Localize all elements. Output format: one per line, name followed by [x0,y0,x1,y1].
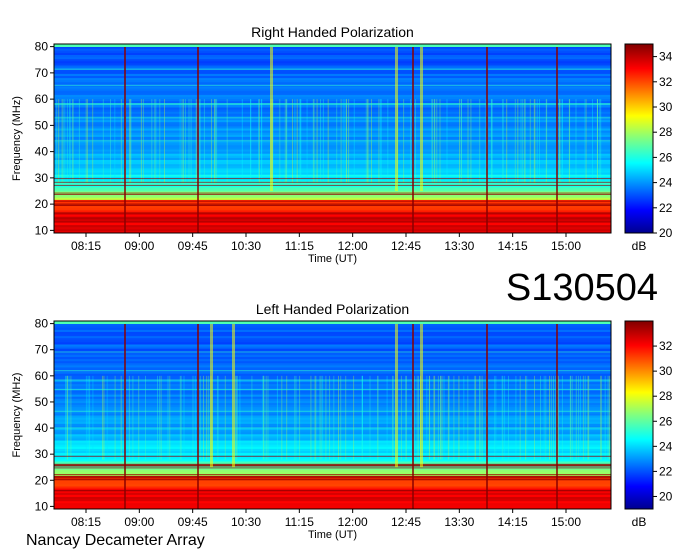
chart-title: Right Handed Polarization [251,24,414,40]
colorbar-unit-label: dB [632,239,647,253]
y-tick-label: 60 [35,92,49,106]
x-tick-label: 12:00 [338,239,368,253]
colorbar-tick-label: 22 [659,464,673,478]
x-tick-label: 10:30 [231,515,261,529]
station-code: S130504 [506,267,658,309]
spectrogram-field [54,44,611,234]
x-axis-label: Time (UT) [308,253,357,265]
x-tick-label: 12:45 [391,515,421,529]
colorbar-tick-label: 24 [659,176,673,190]
panel-1: Right Handed Polarization 10 20 30 40 50 60 70 8… [11,24,673,265]
y-axis-label: Frequency (MHz) [11,373,23,458]
x-tick-label: 15:00 [551,515,581,529]
x-tick-label: 11:15 [285,515,314,529]
x-tick-label: 13:30 [444,515,474,529]
x-tick-label: 12:45 [391,239,421,253]
x-tick-label: 09:45 [178,239,208,253]
colorbar-tick-label: 26 [659,414,673,428]
y-tick-label: 80 [35,317,49,331]
colorbar-tick-label: 28 [659,389,673,403]
colorbar-tick-label: 22 [659,201,673,215]
colorbar-tick-label: 30 [659,364,673,378]
x-tick-label: 09:45 [178,515,208,529]
x-tick-label: 11:15 [285,239,314,253]
x-axis-label: Time (UT) [308,529,357,541]
colorbar-tick-label: 24 [659,439,673,453]
y-tick-label: 40 [35,421,49,435]
x-tick-label: 09:00 [124,515,154,529]
colorbar-tick-label: 34 [659,50,673,64]
colorbar-tick-label: 28 [659,125,673,139]
colorbar [624,320,654,510]
y-tick-label: 40 [35,145,49,159]
x-tick-label: 14:15 [498,515,528,529]
x-tick-label: 13:30 [444,239,474,253]
chart-title: Left Handed Polarization [256,301,409,317]
footer-label: Nancay Decameter Array [26,532,205,549]
y-tick-label: 50 [35,395,49,409]
x-tick-label: 09:00 [124,239,154,253]
y-tick-label: 50 [35,118,49,132]
y-tick-label: 20 [35,473,49,487]
y-tick-label: 60 [35,369,49,383]
colorbar-unit-label: dB [632,515,647,529]
y-tick-label: 30 [35,447,49,461]
x-tick-label: 08:15 [71,515,101,529]
y-tick-label: 70 [35,343,49,357]
y-tick-label: 30 [35,171,49,185]
colorbar-tick-label: 20 [659,489,673,503]
x-tick-label: 08:15 [71,239,101,253]
y-tick-label: 80 [35,40,49,54]
y-axis-label: Frequency (MHz) [11,96,23,181]
colorbar [624,43,654,234]
plot-frame [53,43,612,234]
y-tick-label: 70 [35,66,49,80]
x-tick-label: 10:30 [231,239,261,253]
y-tick-label: 10 [35,223,49,237]
x-tick-label: 14:15 [498,239,528,253]
plot-frame [53,320,612,510]
spectrogram-field [54,321,611,510]
y-tick-label: 20 [35,197,49,211]
x-tick-label: 15:00 [551,239,581,253]
colorbar-tick-label: 32 [659,75,673,89]
panel-2: Left Handed Polarization 10 20 30 40 50 60 70 80… [11,301,673,541]
x-tick-label: 12:00 [338,515,368,529]
colorbar-tick-label: 26 [659,150,673,164]
y-tick-label: 10 [35,499,49,513]
colorbar-tick-label: 30 [659,100,673,114]
colorbar-tick-label: 32 [659,339,673,353]
colorbar-tick-label: 20 [659,226,673,240]
